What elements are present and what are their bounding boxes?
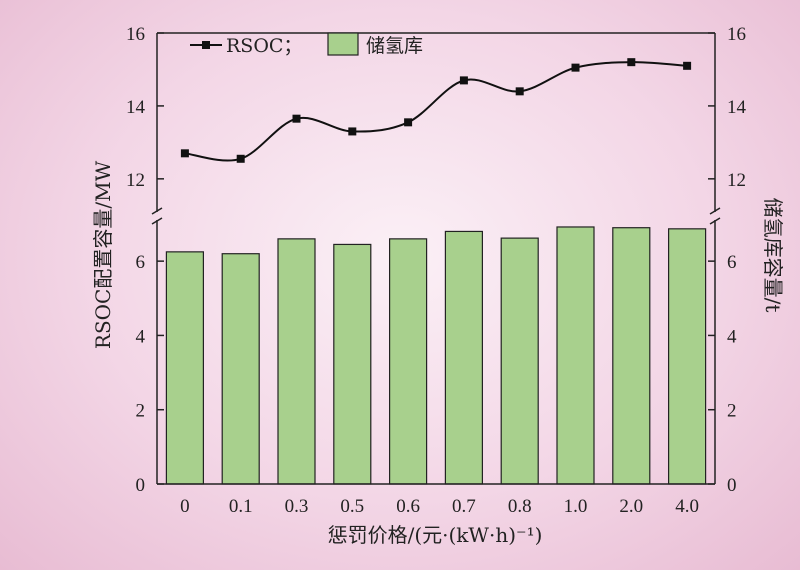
x-tick-label-8: 2.0 <box>619 496 643 517</box>
rsoc-point-3 <box>348 127 357 136</box>
rsoc-point-9 <box>683 61 692 70</box>
rsoc-point-0 <box>180 149 189 158</box>
x-axis-title: 惩罚价格/(元·(kW·h)⁻¹) <box>328 523 543 547</box>
rsoc-point-4 <box>404 118 413 127</box>
x-tick-label-7: 1.0 <box>564 496 588 517</box>
bar-9 <box>667 228 707 485</box>
bar-3 <box>333 243 372 485</box>
y-tick-label-right-lower-4: 4 <box>727 326 737 347</box>
y-axis-right-title: 储氢库容量/t <box>761 198 785 313</box>
y-tick-label-right-upper-12: 12 <box>727 170 746 191</box>
legend: RSOC； 储氢库 <box>190 32 423 57</box>
x-tick-label-0: 0 <box>180 496 190 517</box>
axis-break-right-upper <box>709 207 721 215</box>
y-tick-label-left-lower-0: 0 <box>136 475 146 496</box>
bar-2 <box>277 238 316 485</box>
bar-7 <box>556 226 595 485</box>
axis-break-left-upper <box>151 207 163 215</box>
rsoc-point-1 <box>236 154 245 163</box>
y-axis-left-title: RSOC配置容量/MW <box>91 160 115 349</box>
ticks-layer: 0 0 2 2 4 4 6 6 12 12 14 14 16 16 0 0.1 0.3 0.5 0.6 0.7 0.8 1… <box>126 24 747 517</box>
x-tick-label-6: 0.8 <box>508 496 532 517</box>
bar-4 <box>389 238 428 485</box>
rsoc-point-2 <box>292 114 301 123</box>
bar-1 <box>221 253 260 485</box>
x-tick-label-3: 0.5 <box>340 496 364 517</box>
bar-8 <box>612 227 651 485</box>
x-tick-label-9: 4.0 <box>675 496 699 517</box>
bar-0 <box>165 251 204 485</box>
y-tick-label-left-upper-12: 12 <box>126 170 145 191</box>
rsoc-point-8 <box>627 58 636 67</box>
legend-storage-label: 储氢库 <box>366 35 423 57</box>
rsoc-line <box>184 61 688 162</box>
bar-5 <box>444 230 483 485</box>
axes-layer <box>151 32 721 485</box>
x-tick-label-5: 0.7 <box>452 496 476 517</box>
legend-rsoc-marker <box>202 41 210 49</box>
y-tick-label-right-lower-2: 2 <box>727 401 737 422</box>
bar-6 <box>500 237 539 485</box>
y-tick-label-left-upper-16: 16 <box>126 24 145 45</box>
y-tick-label-right-lower-6: 6 <box>727 252 737 273</box>
legend-storage-swatch <box>327 32 359 56</box>
x-tick-label-4: 0.6 <box>396 496 420 517</box>
x-tick-label-1: 0.1 <box>229 496 253 517</box>
rsoc-point-7 <box>571 63 580 72</box>
axis-break-left-lower <box>151 217 163 225</box>
y-tick-label-left-lower-6: 6 <box>136 252 146 273</box>
y-tick-label-right-upper-14: 14 <box>727 97 747 118</box>
y-tick-label-left-lower-2: 2 <box>136 401 146 422</box>
y-tick-label-right-lower-0: 0 <box>727 475 737 496</box>
y-tick-label-left-lower-4: 4 <box>136 326 146 347</box>
line-layer <box>180 58 692 163</box>
axis-break-right-lower <box>709 217 721 225</box>
rsoc-point-5 <box>459 76 468 85</box>
y-tick-label-right-upper-16: 16 <box>727 24 746 45</box>
x-tick-label-2: 0.3 <box>285 496 309 517</box>
rsoc-point-6 <box>515 87 524 96</box>
bars-layer <box>165 226 707 485</box>
y-tick-label-left-upper-14: 14 <box>126 97 146 118</box>
legend-rsoc-label: RSOC； <box>226 35 302 57</box>
